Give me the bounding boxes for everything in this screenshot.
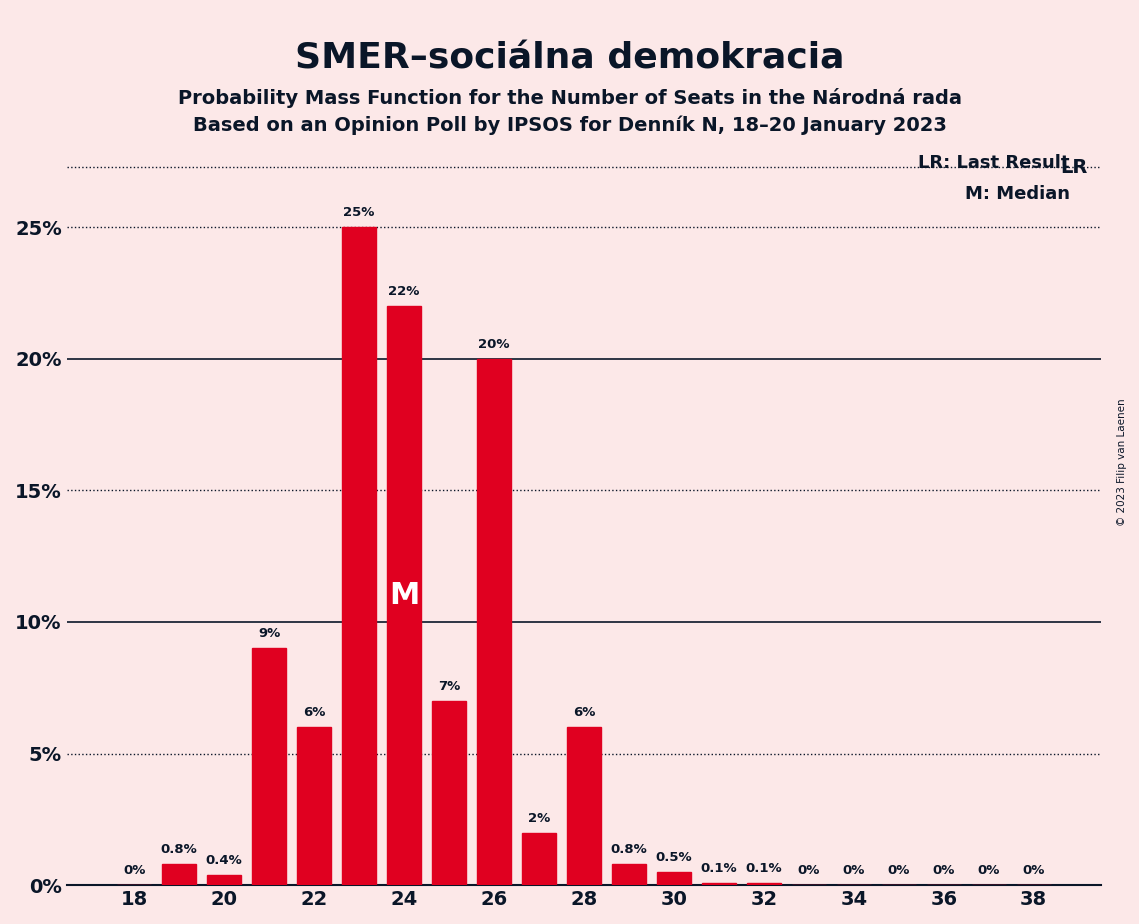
Bar xyxy=(252,649,286,885)
Bar xyxy=(387,306,420,885)
Text: SMER–sociálna demokracia: SMER–sociálna demokracia xyxy=(295,42,844,76)
Text: 0%: 0% xyxy=(123,864,146,877)
Bar xyxy=(567,727,600,885)
Text: 2%: 2% xyxy=(527,811,550,824)
Text: 0%: 0% xyxy=(1023,864,1044,877)
Text: © 2023 Filip van Laenen: © 2023 Filip van Laenen xyxy=(1117,398,1126,526)
Bar xyxy=(342,227,376,885)
Bar xyxy=(657,872,690,885)
Text: 0%: 0% xyxy=(977,864,1000,877)
Bar xyxy=(207,875,241,885)
Text: 6%: 6% xyxy=(573,706,595,720)
Text: 7%: 7% xyxy=(437,680,460,693)
Bar xyxy=(432,701,466,885)
Text: 0.8%: 0.8% xyxy=(611,844,647,857)
Text: Based on an Opinion Poll by IPSOS for Denník N, 18–20 January 2023: Based on an Opinion Poll by IPSOS for De… xyxy=(192,116,947,135)
Text: 0%: 0% xyxy=(887,864,910,877)
Bar xyxy=(297,727,331,885)
Text: LR: Last Result: LR: Last Result xyxy=(918,153,1070,172)
Bar xyxy=(747,882,780,885)
Text: 0%: 0% xyxy=(843,864,865,877)
Text: 0.1%: 0.1% xyxy=(746,861,782,875)
Text: M: Median: M: Median xyxy=(965,185,1070,203)
Bar xyxy=(702,882,736,885)
Text: 0.4%: 0.4% xyxy=(206,854,243,867)
Bar xyxy=(162,864,196,885)
Text: 0.1%: 0.1% xyxy=(700,861,737,875)
Text: 0.5%: 0.5% xyxy=(656,851,693,864)
Text: 0%: 0% xyxy=(797,864,820,877)
Text: M: M xyxy=(388,581,419,610)
Text: 6%: 6% xyxy=(303,706,326,720)
Text: 9%: 9% xyxy=(257,627,280,640)
Text: 0%: 0% xyxy=(933,864,954,877)
Text: 0.8%: 0.8% xyxy=(161,844,197,857)
Text: Probability Mass Function for the Number of Seats in the Národná rada: Probability Mass Function for the Number… xyxy=(178,88,961,108)
Bar xyxy=(477,359,510,885)
Text: 22%: 22% xyxy=(388,286,419,298)
Bar xyxy=(612,864,646,885)
Bar xyxy=(522,833,556,885)
Text: LR: LR xyxy=(1060,158,1088,177)
Text: 20%: 20% xyxy=(478,338,509,351)
Text: 25%: 25% xyxy=(343,206,375,219)
